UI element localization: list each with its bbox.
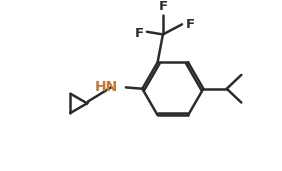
Text: HN: HN — [95, 80, 118, 94]
Text: F: F — [135, 27, 144, 40]
Text: F: F — [159, 0, 168, 13]
Text: F: F — [186, 18, 195, 31]
